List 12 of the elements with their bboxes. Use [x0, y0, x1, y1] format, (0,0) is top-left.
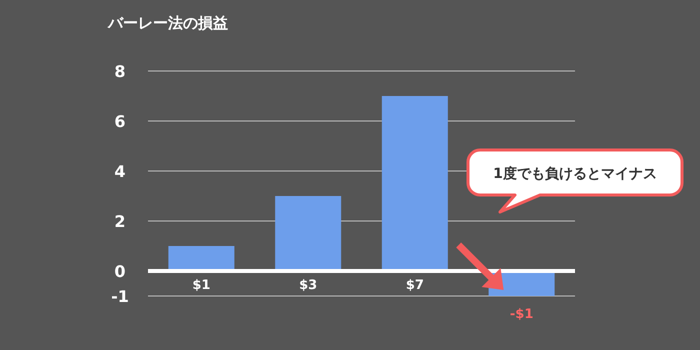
- chart-title: バーレー法の損益: [107, 14, 228, 32]
- x-tick-label: $3: [299, 278, 318, 293]
- x-tick-label: $1: [192, 278, 210, 293]
- y-tick-label: 0: [114, 262, 126, 281]
- y-tick-label: 6: [114, 112, 126, 131]
- y-tick-label: -1: [111, 287, 129, 306]
- x-tick-label: $7: [406, 278, 424, 293]
- y-tick-label: 2: [114, 212, 126, 231]
- y-tick-label: 4: [114, 162, 126, 181]
- annotation: 1度でも負けるとマイナス: [493, 165, 657, 182]
- y-tick-label: 8: [114, 62, 126, 81]
- x-tick-label: -$1: [510, 307, 534, 322]
